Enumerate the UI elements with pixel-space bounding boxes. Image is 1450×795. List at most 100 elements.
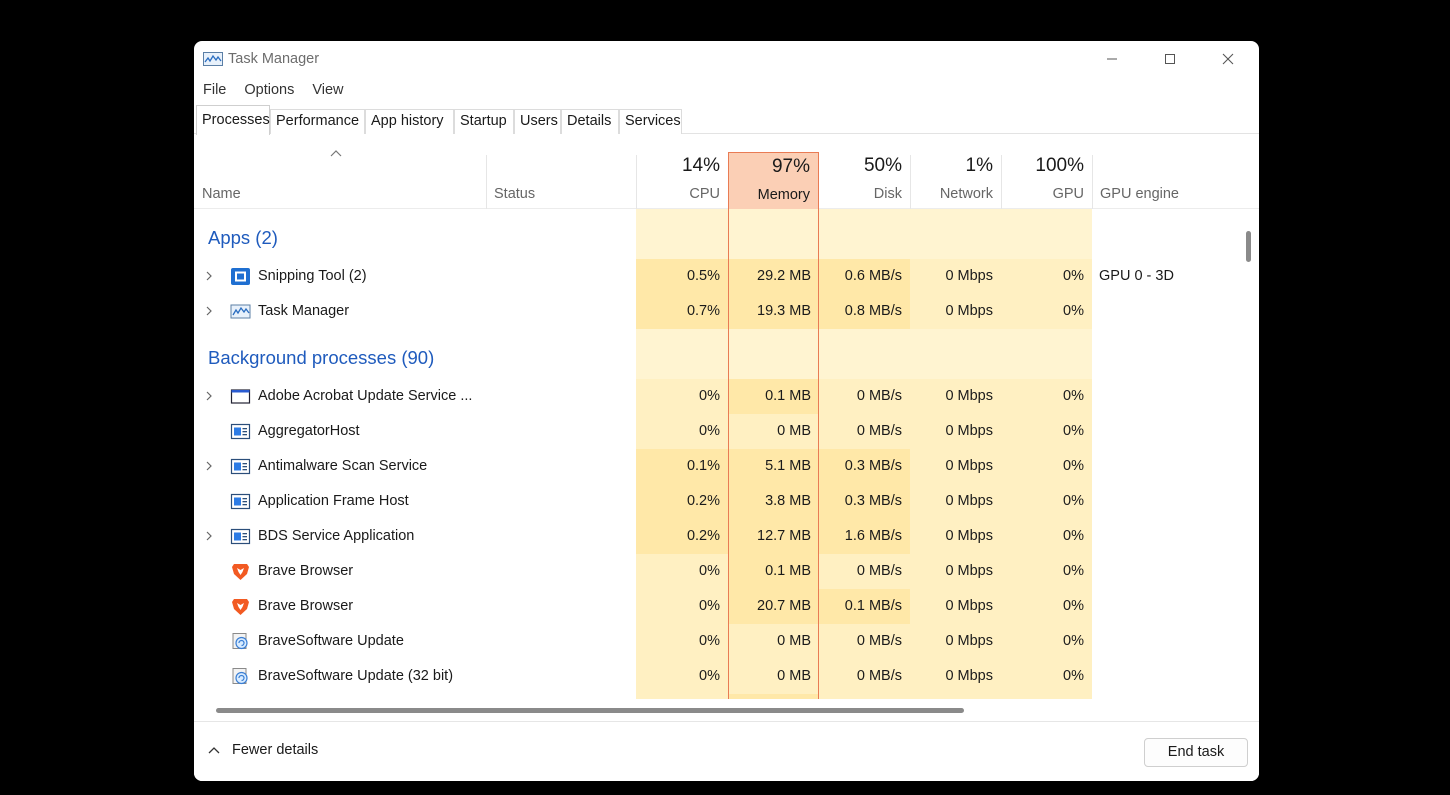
process-disk-value: 0.8 MB/s bbox=[844, 303, 902, 319]
process-row[interactable]: Application Frame Host 0.2% 3.8 MB 0.3 MB/s… bbox=[194, 484, 1238, 519]
task-manager-app-icon bbox=[203, 52, 223, 66]
column-gpu-engine[interactable]: GPU engine bbox=[1092, 135, 1238, 209]
process-memory-value: 0.1 MB bbox=[765, 563, 811, 579]
service-icon bbox=[230, 422, 251, 441]
menu-view[interactable]: View bbox=[312, 82, 344, 98]
column-status[interactable]: Status bbox=[486, 135, 636, 209]
chevron-right-icon[interactable] bbox=[204, 306, 214, 316]
tab-startup[interactable]: Startup bbox=[454, 109, 514, 134]
column-memory[interactable]: 97% Memory bbox=[728, 152, 819, 209]
process-memory-value: 3.8 MB bbox=[765, 493, 811, 509]
service-icon bbox=[230, 492, 251, 511]
process-gpu-value: 0% bbox=[1063, 423, 1084, 439]
process-disk-value: 0 MB/s bbox=[856, 668, 902, 684]
network-total-percent: 1% bbox=[965, 155, 993, 176]
column-network[interactable]: 1% Network bbox=[910, 135, 1001, 209]
process-gpu-value: 0% bbox=[1063, 528, 1084, 544]
process-gpu-value: 0% bbox=[1063, 633, 1084, 649]
close-button[interactable] bbox=[1199, 41, 1257, 77]
chevron-right-icon[interactable] bbox=[204, 271, 214, 281]
process-memory-value: 19.3 MB bbox=[757, 303, 811, 319]
snipping-tool-icon bbox=[230, 267, 251, 286]
process-row[interactable]: Brave Browser 0% 0.1 MB 0 MB/s 0 Mbps 0% bbox=[194, 554, 1238, 589]
process-row[interactable]: Adobe Acrobat Update Service ... 0% 0.1 MB… bbox=[194, 379, 1238, 414]
process-disk-value: 0.6 MB/s bbox=[844, 268, 902, 284]
process-name: Brave Browser bbox=[258, 598, 354, 614]
group-apps-title: Apps (2) bbox=[208, 227, 278, 248]
tab-services[interactable]: Services bbox=[619, 109, 682, 134]
cpu-total-percent: 14% bbox=[681, 155, 720, 176]
process-name: Adobe Acrobat Update Service ... bbox=[258, 388, 473, 404]
process-row[interactable]: BraveSoftware Update 0% 0 MB 0 MB/s 0 Mbps 0% bbox=[194, 624, 1238, 659]
process-name: BraveSoftware Update (32 bit) bbox=[258, 668, 454, 684]
process-disk-value: 0 MB/s bbox=[856, 388, 902, 404]
process-gpu-value: 0% bbox=[1063, 598, 1084, 614]
process-memory-value: 0 MB bbox=[777, 633, 811, 649]
process-row[interactable]: Snipping Tool (2) 0.5% 29.2 MB 0.6 MB/s 0 Mb… bbox=[194, 259, 1238, 294]
column-disk[interactable]: 50% Disk bbox=[819, 135, 910, 209]
process-gpu-value: 0% bbox=[1063, 493, 1084, 509]
maximize-button[interactable] bbox=[1141, 41, 1199, 77]
menu-options[interactable]: Options bbox=[244, 82, 295, 98]
process-name: BDS Service Application bbox=[258, 528, 415, 544]
window-title: Task Manager bbox=[228, 51, 320, 67]
tab-app-history[interactable]: App history bbox=[365, 109, 454, 134]
process-row[interactable]: Task Manager 0.7% 19.3 MB 0.8 MB/s 0 Mbps 0% bbox=[194, 294, 1238, 329]
end-task-button[interactable]: End task bbox=[1144, 738, 1248, 767]
gpu-total-percent: 100% bbox=[1035, 155, 1084, 176]
vertical-scrollbar-thumb[interactable] bbox=[1246, 231, 1251, 262]
tab-details[interactable]: Details bbox=[561, 109, 619, 134]
process-network-value: 0 Mbps bbox=[945, 493, 993, 509]
tab-users[interactable]: Users bbox=[514, 109, 561, 134]
fewer-details-button[interactable]: Fewer details bbox=[208, 742, 318, 758]
column-memory-label: Memory bbox=[757, 187, 810, 203]
process-network-value: 0 Mbps bbox=[945, 423, 993, 439]
menu-file[interactable]: File bbox=[203, 82, 227, 98]
process-row[interactable]: BDS Service Application 0.2% 12.7 MB 1.6 MB… bbox=[194, 519, 1238, 554]
process-row[interactable]: Antimalware Scan Service 0.1% 5.1 MB 0.3 MB… bbox=[194, 449, 1238, 484]
process-memory-value: 12.7 MB bbox=[757, 528, 811, 544]
process-memory-value: 20.7 MB bbox=[757, 598, 811, 614]
column-cpu[interactable]: 14% CPU bbox=[636, 135, 728, 209]
process-row[interactable]: Brave Browser 0% 20.7 MB 0.1 MB/s 0 Mbps 0% bbox=[194, 589, 1238, 624]
column-status-label: Status bbox=[494, 186, 536, 202]
chevron-right-icon[interactable] bbox=[204, 391, 214, 401]
window-icon bbox=[230, 387, 251, 406]
process-disk-value: 1.6 MB/s bbox=[844, 528, 902, 544]
process-list: Apps (2) Snipping Tool (2) 0.5% 29.2 MB 0.6 … bbox=[194, 209, 1238, 699]
process-cpu-value: 0.5% bbox=[686, 268, 720, 284]
process-cpu-value: 0.1% bbox=[686, 458, 720, 474]
process-cpu-value: 0% bbox=[699, 668, 720, 684]
updater-icon bbox=[230, 632, 251, 651]
process-name: AggregatorHost bbox=[258, 423, 360, 439]
title-bar[interactable]: Task Manager bbox=[194, 41, 1259, 77]
chevron-up-icon bbox=[208, 747, 220, 754]
process-gpu-engine-value: GPU 0 - 3D bbox=[1099, 268, 1174, 284]
column-name[interactable]: Name bbox=[194, 135, 486, 209]
process-row[interactable]: AggregatorHost 0% 0 MB 0 MB/s 0 Mbps 0% bbox=[194, 414, 1238, 449]
process-cpu-value: 0% bbox=[699, 423, 720, 439]
column-header: Name Status 14% CPU 97% Memory 50% Disk … bbox=[194, 135, 1259, 209]
brave-icon bbox=[230, 562, 251, 581]
process-name: Brave Browser bbox=[258, 563, 354, 579]
vertical-scrollbar[interactable] bbox=[1238, 209, 1259, 699]
chevron-right-icon[interactable] bbox=[204, 461, 214, 471]
chevron-right-icon[interactable] bbox=[204, 531, 214, 541]
process-name: Snipping Tool (2) bbox=[258, 268, 367, 284]
process-network-value: 0 Mbps bbox=[945, 668, 993, 684]
tab-processes[interactable]: Processes bbox=[196, 105, 270, 135]
minimize-button[interactable] bbox=[1083, 41, 1141, 77]
process-network-value: 0 Mbps bbox=[945, 458, 993, 474]
column-cpu-label: CPU bbox=[689, 186, 720, 202]
process-name: Application Frame Host bbox=[258, 493, 409, 509]
tab-performance[interactable]: Performance bbox=[270, 109, 365, 134]
horizontal-scrollbar-thumb[interactable] bbox=[216, 708, 964, 713]
service-icon bbox=[230, 457, 251, 476]
process-name: Task Manager bbox=[258, 303, 350, 319]
column-gpu[interactable]: 100% GPU bbox=[1001, 135, 1092, 209]
process-gpu-value: 0% bbox=[1063, 458, 1084, 474]
process-disk-value: 0 MB/s bbox=[856, 633, 902, 649]
process-row[interactable]: BraveSoftware Update (32 bit) 0% 0 MB 0 MB/… bbox=[194, 659, 1238, 694]
process-network-value: 0 Mbps bbox=[945, 633, 993, 649]
process-name: Antimalware Scan Service bbox=[258, 458, 428, 474]
